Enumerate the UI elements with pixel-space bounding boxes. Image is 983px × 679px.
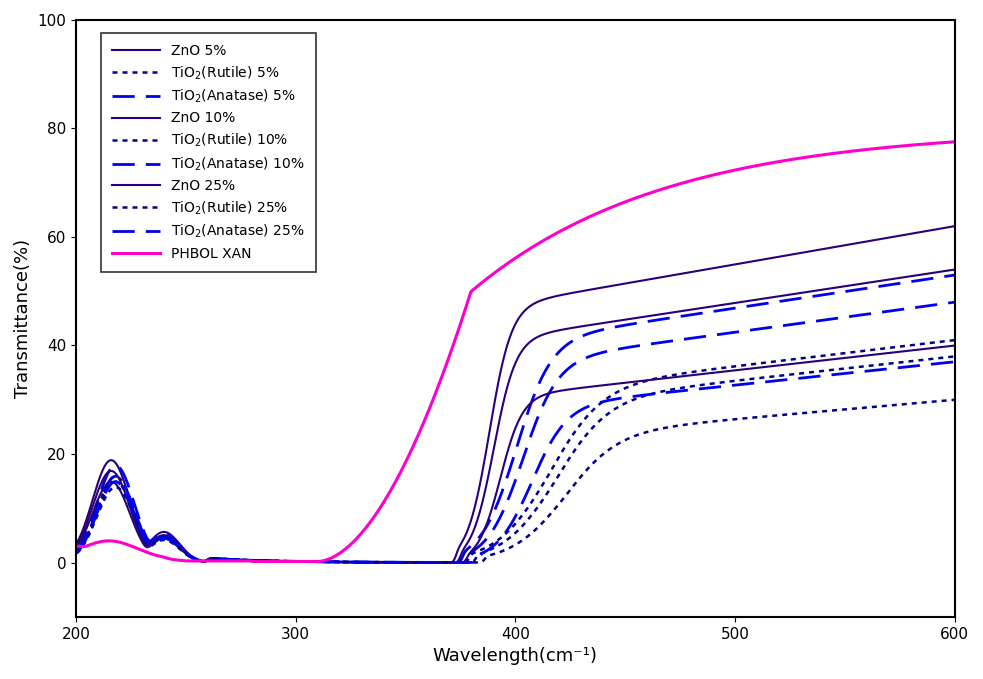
X-axis label: Wavelength(cm⁻¹): Wavelength(cm⁻¹): [433, 647, 598, 665]
Legend: ZnO 5%, TiO$_2$(Rutile) 5%, TiO$_2$(Anatase) 5%, ZnO 10%, TiO$_2$(Rutile) 10%, T: ZnO 5%, TiO$_2$(Rutile) 5%, TiO$_2$(Anat…: [100, 33, 317, 272]
Y-axis label: Transmittance(%): Transmittance(%): [14, 239, 31, 398]
